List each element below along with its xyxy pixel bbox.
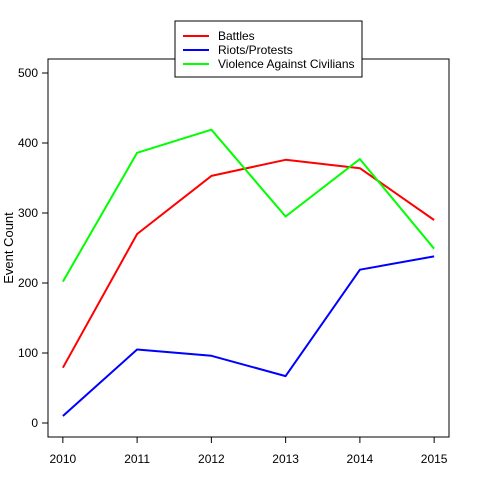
legend-label: Riots/Protests	[218, 43, 293, 57]
x-tick-label: 2015	[421, 452, 448, 466]
x-tick-label: 2013	[272, 452, 299, 466]
y-axis-title: Event Count	[1, 212, 16, 284]
series-line-battles	[62, 158, 435, 369]
y-axis: 0 100 200 300 400 500	[18, 66, 48, 430]
plot-area-frame	[47, 58, 450, 438]
series-line-riots-protests	[62, 255, 435, 417]
series-line-violence-against-civilians	[62, 128, 435, 283]
x-tick-label: 2012	[198, 452, 225, 466]
y-tick-label: 0	[31, 416, 38, 430]
legend-label: Violence Against Civilians	[218, 57, 355, 71]
x-tick-label: 2014	[347, 452, 374, 466]
y-tick-label: 300	[18, 206, 38, 220]
x-axis: 2010 2011 2012 2013 2014 2015	[50, 437, 448, 466]
y-tick-label: 100	[18, 346, 38, 360]
y-tick-label: 400	[18, 136, 38, 150]
x-tick-label: 2010	[50, 452, 77, 466]
x-tick-label: 2011	[124, 452, 150, 466]
y-tick-label: 500	[18, 66, 38, 80]
y-tick-label: 200	[18, 276, 38, 290]
series-lines	[62, 128, 435, 417]
legend-label: Battles	[218, 29, 255, 43]
